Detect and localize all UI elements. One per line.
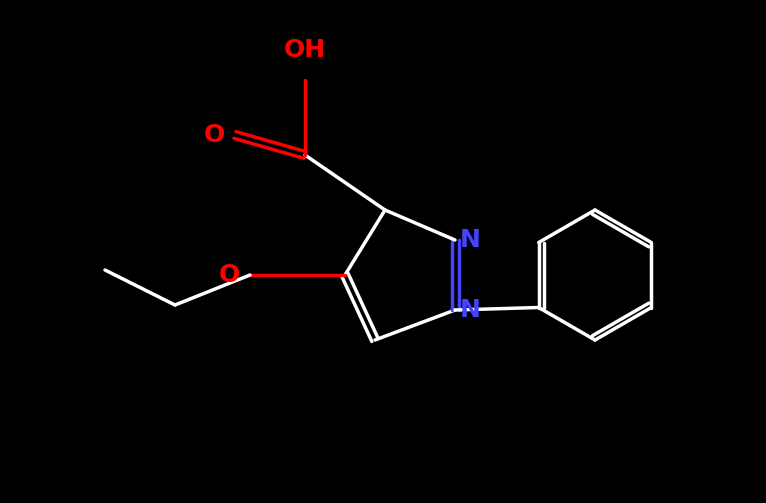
- Text: O: O: [219, 263, 240, 287]
- Text: N: N: [460, 298, 481, 322]
- Text: O: O: [204, 123, 225, 147]
- Text: OH: OH: [284, 38, 326, 62]
- Text: N: N: [460, 228, 481, 252]
